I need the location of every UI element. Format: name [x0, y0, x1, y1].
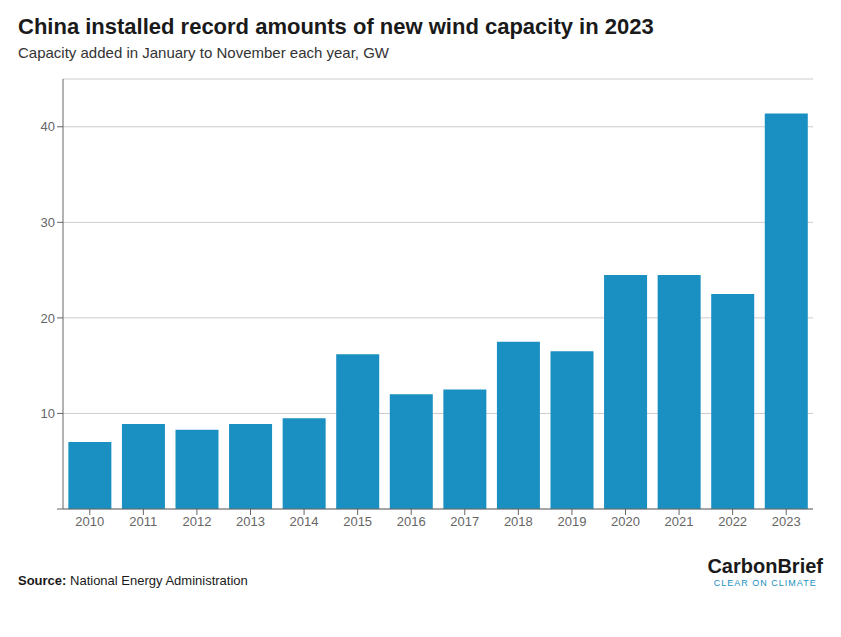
svg-text:2013: 2013 [236, 514, 265, 529]
svg-text:2011: 2011 [129, 514, 157, 529]
html-text:China installed record amounts: China installed record amounts of new wi… [18, 14, 654, 39]
html-text:CarbonBrief: CarbonBrief [707, 555, 823, 577]
svg-text:2012: 2012 [182, 514, 211, 529]
svg-text:30: 30 [41, 215, 55, 230]
svg-text:20: 20 [41, 311, 55, 326]
svg-text:2017: 2017 [450, 514, 479, 529]
svg-text:2010: 2010 [75, 514, 104, 529]
svg-text:2016: 2016 [397, 514, 426, 529]
html-text:Capacity added in January to N: Capacity added in January to November ea… [18, 44, 389, 61]
svg-text:2018: 2018 [504, 514, 533, 529]
svg-text:2019: 2019 [557, 514, 586, 529]
svg-text:10: 10 [41, 406, 55, 421]
html-text:Source: National Energy Admini: Source: National Energy Administration [18, 573, 248, 588]
svg-text:40: 40 [41, 119, 55, 134]
svg-text:2020: 2020 [611, 514, 640, 529]
html-text:CLEAR ON CLIMATE: CLEAR ON CLIMATE [713, 578, 817, 588]
svg-text:2014: 2014 [290, 514, 319, 529]
svg-text:2015: 2015 [343, 514, 372, 529]
svg-text:2022: 2022 [718, 514, 747, 529]
svg-text:2021: 2021 [665, 514, 694, 529]
svg-text:2023: 2023 [772, 514, 801, 529]
